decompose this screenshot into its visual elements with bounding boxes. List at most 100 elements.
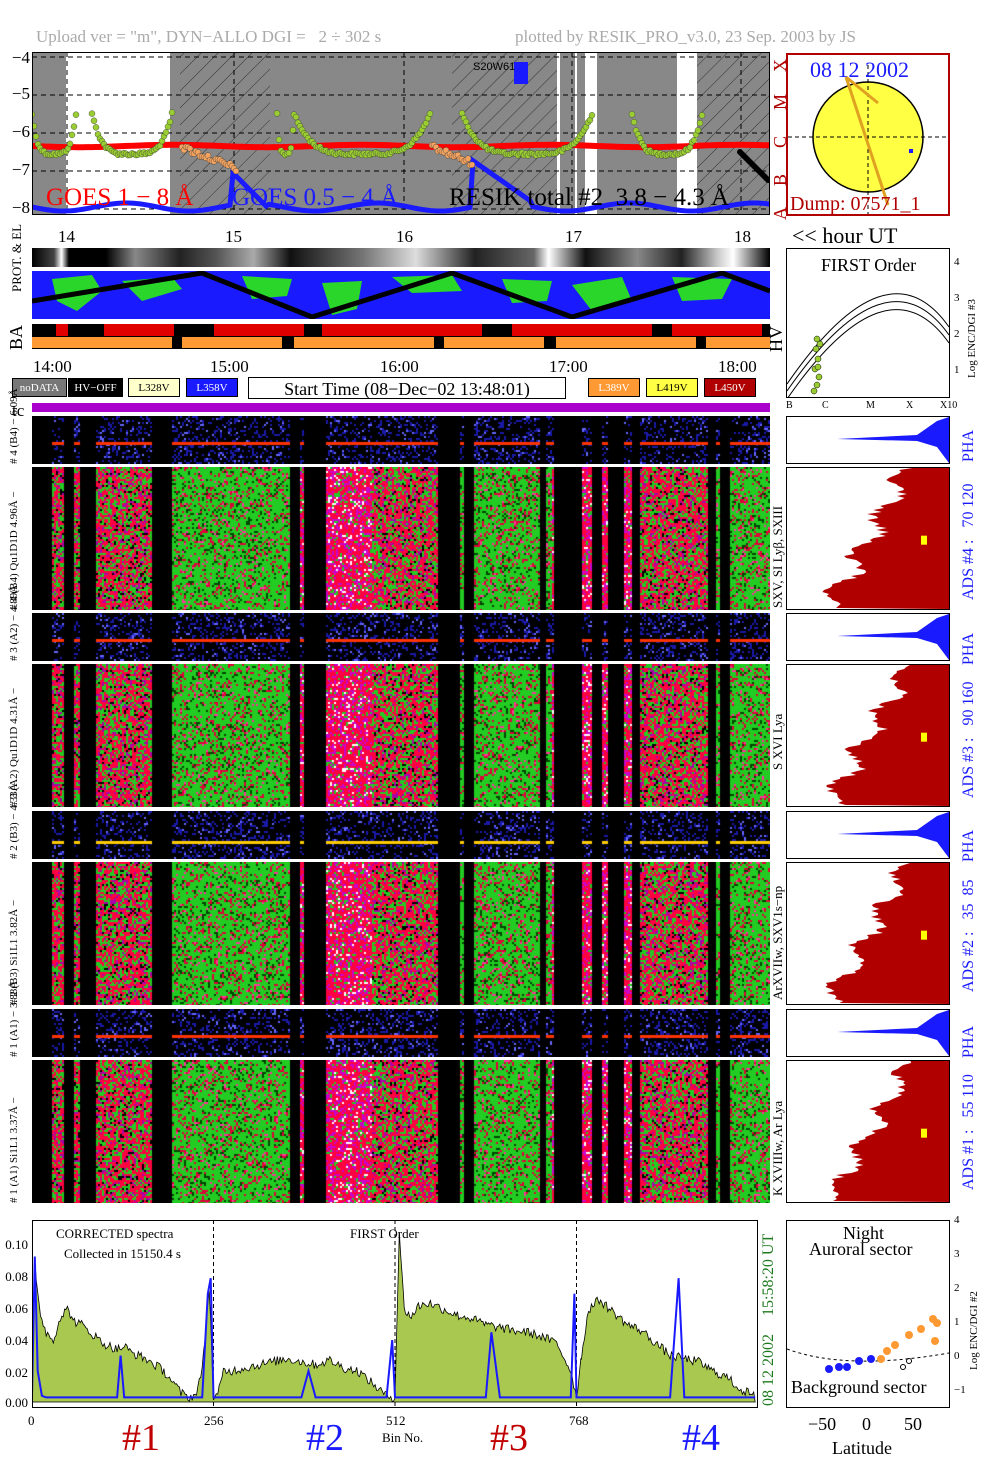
channel-label-3: #3 <box>490 1417 528 1459</box>
hour-ut-label: << hour UT <box>792 223 898 248</box>
pha-strip <box>32 416 770 464</box>
hour-16: 16 <box>396 227 413 246</box>
pha-strip <box>32 811 770 859</box>
first-order-title: FIRST Order <box>821 255 917 275</box>
spectrum-xlabel: Bin No. <box>382 1430 424 1445</box>
legend-nodata: noDATA <box>12 378 67 397</box>
line-label: ArXVIIw, SXV1s−np <box>770 885 785 1000</box>
pha-tag: PHA <box>960 429 977 462</box>
spectrum-order: FIRST Order <box>350 1226 419 1241</box>
pha-tag: PHA <box>960 632 977 665</box>
pha-tag: PHA <box>960 1025 977 1058</box>
pha-label: # 4 (B4) − 6.09Å <box>8 388 20 464</box>
channel-label-2: #2 <box>306 1417 344 1459</box>
tc-label: tc <box>12 401 25 420</box>
pha-tag: PHA <box>960 829 977 862</box>
dynamic-spectrum-image <box>32 664 770 807</box>
spectrum-line <box>31 1256 756 1399</box>
dump-label: Dump: 07571_1 <box>790 193 921 215</box>
ytick: 1 <box>954 1316 960 1328</box>
sun-date: 08 12 2002 <box>810 57 909 82</box>
ytick: 4 <box>954 256 960 268</box>
line-label: SXV, SI Lyβ, SXIII <box>770 505 785 608</box>
first-order-ylabel: Log ENC/DGI #3 <box>966 299 978 378</box>
goes-red-label: GOES 1 − 8 Å <box>46 184 194 211</box>
line-label: K XVIIIw, Ar Lya <box>770 1100 785 1196</box>
pha-label: # 3 (A2) − 4.89Å <box>8 584 20 661</box>
pha-image <box>32 1009 770 1057</box>
dynamic-spectrum-image <box>32 862 770 1005</box>
legend-l450: L450V <box>704 378 756 397</box>
xtick-0: 0 <box>28 1413 35 1428</box>
pha-image <box>32 613 770 661</box>
tc-bar <box>32 403 770 412</box>
ads-histogram <box>786 862 950 1005</box>
latitude-ylabel: Log ENC/DGI #2 <box>968 1291 980 1370</box>
ads-histogram-fill <box>826 665 949 806</box>
xtick-768: 768 <box>569 1413 589 1428</box>
ytick: 0.00 <box>5 1395 28 1410</box>
latitude-xlabel: Latitude <box>832 1438 892 1458</box>
background-label: Background sector <box>791 1377 927 1397</box>
xtick-512: 512 <box>386 1413 406 1428</box>
sun-disk <box>788 65 948 214</box>
ytick: 1 <box>954 364 960 376</box>
pha-histogram <box>786 416 950 464</box>
time-1500: 15:00 <box>210 357 249 376</box>
ytick: 0 <box>954 1350 960 1362</box>
ba-hv-strip <box>32 324 770 349</box>
dyn-label: # 1 (A1) Si1L1 3.37Å − <box>8 1097 20 1203</box>
spectrum-date: 08 12 2002 <box>760 1334 777 1406</box>
ads-histogram-fill <box>822 468 949 609</box>
ytick: 3 <box>954 1248 960 1260</box>
hour-14: 14 <box>58 227 75 246</box>
pha-histogram <box>786 811 950 859</box>
goes-panel: S20W61 GOES 1 − 8 Å GOES 0.5 − 4 Å RESIK… <box>32 52 770 215</box>
pha-histogram <box>786 613 950 661</box>
goes-classes: X M C B A <box>768 50 790 220</box>
xtick-256: 256 <box>204 1413 224 1428</box>
ba-label: BA <box>6 324 26 350</box>
legend-l358: L358V <box>186 378 238 397</box>
legend-hvoff: HV−OFF <box>68 378 123 397</box>
first-order-curves <box>786 293 950 400</box>
pha-image <box>32 416 770 464</box>
ytick: 0.10 <box>5 1237 28 1252</box>
latitude-panel: Night Auroral sector Background sector <box>786 1220 950 1408</box>
spectrum-title: CORRECTED spectra <box>56 1226 174 1241</box>
plotted-info: plotted by RESIK_PRO_v3.0, 23 Sep. 2003 … <box>515 27 856 46</box>
ytick: 4 <box>954 1214 960 1226</box>
ytick: −4 <box>11 48 30 67</box>
night-label: Night <box>843 1223 885 1243</box>
ads-label: ADS #4 : 70 120 <box>960 483 977 600</box>
ytick: −8 <box>11 198 30 217</box>
first-order-yticks: 4 3 2 1 <box>954 244 960 388</box>
ytick: 3 <box>954 292 960 304</box>
hour-18: 18 <box>734 227 751 246</box>
hour-15: 15 <box>225 227 242 246</box>
ytick: 0.04 <box>5 1333 28 1348</box>
resik-label: RESIK total #2 3.8 − 4.3 Å <box>449 184 730 211</box>
spectrum-plot <box>31 1220 756 1408</box>
dynamic-spectrum-image <box>32 1060 770 1203</box>
pha-histogram-fill <box>837 1010 949 1056</box>
xtick: B <box>786 400 793 411</box>
sun-panel: 08 12 2002 Dump: 07571_1 <box>786 53 950 216</box>
ytick: −1 <box>954 1384 966 1396</box>
ytick: 0.06 <box>5 1301 28 1316</box>
spectrum-time: 15:58:20 UT <box>760 1233 777 1316</box>
pha-histogram-fill <box>837 614 949 660</box>
ads-histogram <box>786 467 950 610</box>
ads-label: ADS #2 : 35 85 <box>960 879 977 992</box>
hv-label: HV <box>766 326 786 352</box>
ads-histogram-fill <box>831 1061 949 1202</box>
prot-el-strip <box>32 248 770 267</box>
start-time: Start Time (08−Dec−02 13:48:01) <box>248 377 566 399</box>
legend-l389: L389V <box>588 378 640 397</box>
ytick: 0.08 <box>5 1269 28 1284</box>
channel-label-1: #1 <box>122 1417 160 1459</box>
goes-lightcurve <box>32 52 770 215</box>
region-marker: S20W61 <box>473 61 516 73</box>
pha-histogram-fill <box>837 417 949 463</box>
channel-label-4: #4 <box>682 1417 720 1459</box>
